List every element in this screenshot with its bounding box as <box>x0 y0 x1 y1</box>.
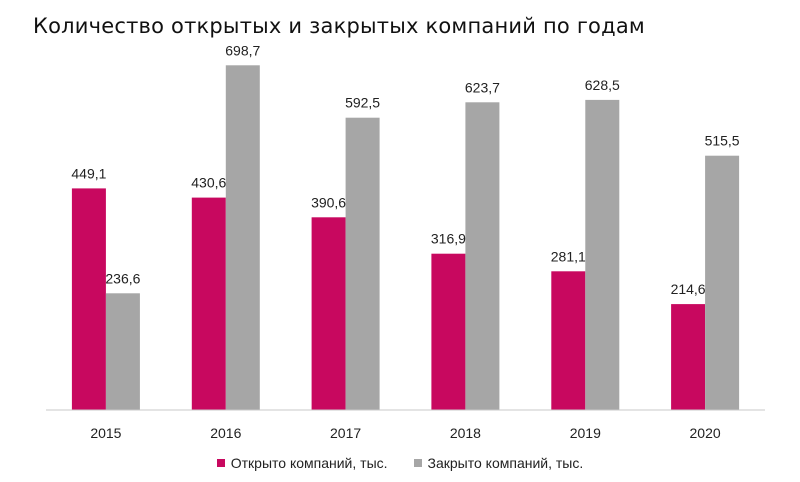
bar-opened-2016 <box>191 197 226 410</box>
legend-item-opened: Открыто компаний, тыс. <box>216 455 388 471</box>
bar-closed-2017 <box>345 117 380 410</box>
bar-closed-2018 <box>465 102 500 411</box>
value-label-opened-2017: 390,6 <box>311 194 346 210</box>
value-label-opened-2015: 449,1 <box>71 165 106 181</box>
legend-swatch-closed <box>413 459 422 467</box>
value-label-closed-2019: 628,5 <box>585 77 620 93</box>
value-label-opened-2018: 316,9 <box>431 231 466 247</box>
chart-title: Количество открытых и закрытых компаний … <box>33 14 645 38</box>
value-label-closed-2015: 236,6 <box>105 270 140 286</box>
value-label-opened-2016: 430,6 <box>191 175 226 191</box>
bar-closed-2016 <box>225 65 260 411</box>
value-label-closed-2017: 592,5 <box>345 95 380 111</box>
bar-opened-2019 <box>551 271 586 410</box>
value-labels-group: 449,1 236,6 430,6 698,7 390,6 592,5 316,9 623,7… <box>71 42 739 297</box>
legend-label-opened: Открыто компаний, тыс. <box>230 455 388 471</box>
value-label-closed-2016: 698,7 <box>225 42 260 58</box>
x-tick-label-2016: 2016 <box>210 425 241 441</box>
bar-closed-2019 <box>585 99 620 411</box>
bars-group <box>71 65 740 411</box>
x-tick-label-2019: 2019 <box>570 425 601 441</box>
legend-label-closed: Закрыто компаний, тыс. <box>427 455 584 471</box>
bar-opened-2015 <box>71 188 106 410</box>
bar-opened-2018 <box>431 253 466 410</box>
value-label-closed-2020: 515,5 <box>705 133 740 149</box>
bar-closed-2020 <box>705 155 740 410</box>
bar-closed-2015 <box>105 293 140 410</box>
value-label-closed-2018: 623,7 <box>465 79 500 95</box>
legend-swatch-opened <box>216 459 225 467</box>
value-label-opened-2020: 214,6 <box>671 281 706 297</box>
x-tick-labels-group: 2015 2016 2017 2018 2019 2020 <box>90 425 721 441</box>
bar-opened-2020 <box>671 304 706 410</box>
legend: Открыто компаний, тыс. Закрыто компаний,… <box>0 455 800 471</box>
value-label-opened-2019: 281,1 <box>551 248 586 264</box>
x-tick-label-2015: 2015 <box>90 425 121 441</box>
x-tick-label-2020: 2020 <box>690 425 721 441</box>
legend-item-closed: Закрыто компаний, тыс. <box>413 455 584 471</box>
x-tick-label-2018: 2018 <box>450 425 481 441</box>
bar-opened-2017 <box>311 217 346 410</box>
x-tick-label-2017: 2017 <box>330 425 361 441</box>
